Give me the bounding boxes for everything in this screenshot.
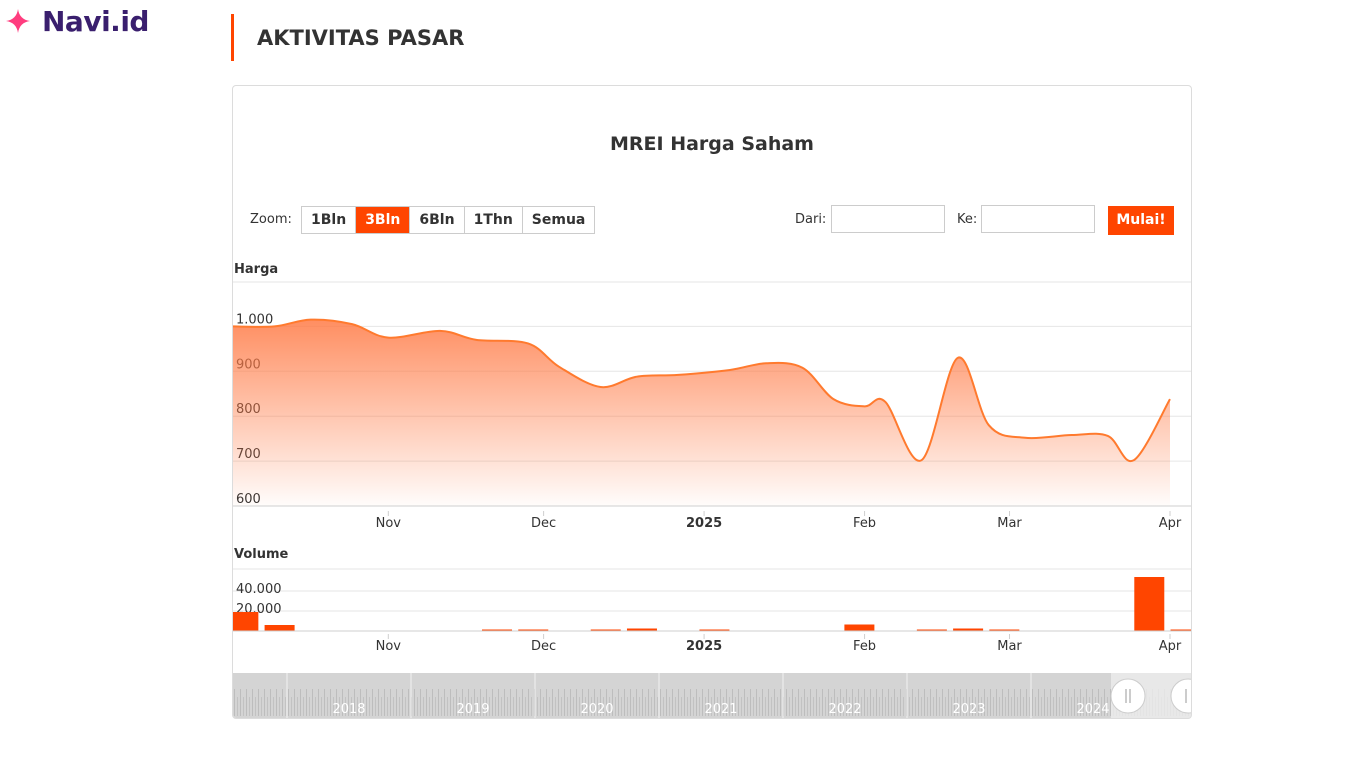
sparkle-icon [6, 9, 30, 33]
navigator-year-label: 2023 [952, 702, 985, 717]
navigator-year-label: 2024 [1076, 702, 1109, 717]
navigator-right-handle[interactable] [1170, 678, 1191, 714]
navigator[interactable]: 2018 2019 2020 2021 2022 2023 2024 [233, 673, 1191, 718]
volume-bar [590, 629, 621, 631]
volume-bar [953, 628, 984, 631]
volume-bar [699, 629, 730, 631]
xtick-label: Nov [376, 639, 402, 654]
volume-axis-title: Volume [234, 547, 289, 562]
volume-bar [233, 612, 259, 631]
zoom-6bln-button[interactable]: 6Bln [410, 207, 465, 233]
section-accent-bar [231, 14, 234, 61]
volume-bar [1170, 629, 1191, 631]
brand-name: Navi.id [42, 4, 149, 38]
volume-bar [518, 629, 549, 631]
xtick-label: 2025 [686, 516, 722, 531]
section-title: AKTIVITAS PASAR [257, 26, 465, 50]
price-area [233, 319, 1170, 506]
price-ytick-label: 1.000 [236, 312, 273, 327]
stock-chart: Harga 6007008009001.000 NovDec2025FebMar… [233, 262, 1191, 718]
from-date-input[interactable] [831, 205, 945, 233]
zoom-semua-button[interactable]: Semua [522, 207, 595, 233]
xtick-label: Apr [1159, 639, 1182, 654]
xtick-label: Mar [997, 516, 1022, 531]
xtick-label: Mar [997, 639, 1022, 654]
zoom-3bln-button[interactable]: 3Bln [356, 207, 411, 233]
chart-card: MREI Harga Saham Zoom: 1Bln 3Bln 6Bln 1T… [232, 85, 1192, 719]
navigator-year-label: 2019 [456, 702, 489, 717]
chart-title: MREI Harga Saham [610, 133, 814, 155]
to-date-input[interactable] [981, 205, 1095, 233]
navigator-year-label: 2018 [332, 702, 365, 717]
volume-bar [264, 625, 295, 631]
xtick-label: Feb [853, 639, 876, 654]
brand-logo[interactable]: Navi.id [4, 4, 149, 38]
zoom-1thn-button[interactable]: 1Thn [464, 207, 523, 233]
zoom-1bln-button[interactable]: 1Bln [302, 207, 357, 233]
volume-bar [989, 629, 1020, 631]
volume-ytick-label: 40.000 [236, 582, 282, 597]
xtick-label: Nov [376, 516, 402, 531]
to-label: Ke: [957, 212, 978, 227]
navigator-left-handle[interactable] [1110, 678, 1146, 714]
price-line [233, 318, 1171, 463]
navigator-year-label: 2022 [828, 702, 861, 717]
from-label: Dari: [795, 212, 827, 227]
xtick-label: Feb [853, 516, 876, 531]
xtick-label: Dec [531, 516, 556, 531]
volume-bar [626, 628, 657, 631]
zoom-button-group: 1Bln 3Bln 6Bln 1Thn Semua [301, 206, 596, 234]
xtick-label: 2025 [686, 639, 722, 654]
start-button[interactable]: Mulai! [1108, 206, 1174, 235]
xtick-label: Apr [1159, 516, 1182, 531]
volume-bar [482, 629, 513, 631]
volume-bar [916, 629, 947, 631]
xtick-label: Dec [531, 639, 556, 654]
navigator-year-label: 2021 [704, 702, 737, 717]
volume-bar [1134, 577, 1165, 631]
price-axis-title: Harga [234, 262, 278, 277]
volume-bar [844, 624, 875, 631]
navigator-year-label: 2020 [580, 702, 613, 717]
zoom-label: Zoom: [250, 212, 292, 227]
